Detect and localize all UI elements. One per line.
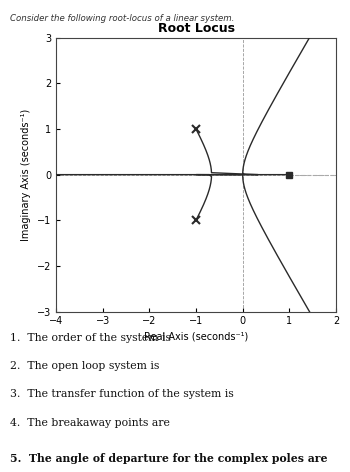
X-axis label: Real Axis (seconds⁻¹): Real Axis (seconds⁻¹): [144, 332, 248, 342]
Text: 3.  The transfer function of the system is: 3. The transfer function of the system i…: [10, 389, 234, 399]
Y-axis label: Imaginary Axis (seconds⁻¹): Imaginary Axis (seconds⁻¹): [21, 109, 31, 241]
Text: 5.  The angle of departure for the complex poles are: 5. The angle of departure for the comple…: [10, 453, 328, 464]
Text: 1.  The order of the system is: 1. The order of the system is: [10, 333, 172, 343]
Text: 2.  The open loop system is: 2. The open loop system is: [10, 361, 160, 371]
Title: Root Locus: Root Locus: [158, 22, 234, 35]
Text: Consider the following root-locus of a linear system.: Consider the following root-locus of a l…: [10, 14, 235, 23]
Text: 4.  The breakaway points are: 4. The breakaway points are: [10, 418, 170, 428]
